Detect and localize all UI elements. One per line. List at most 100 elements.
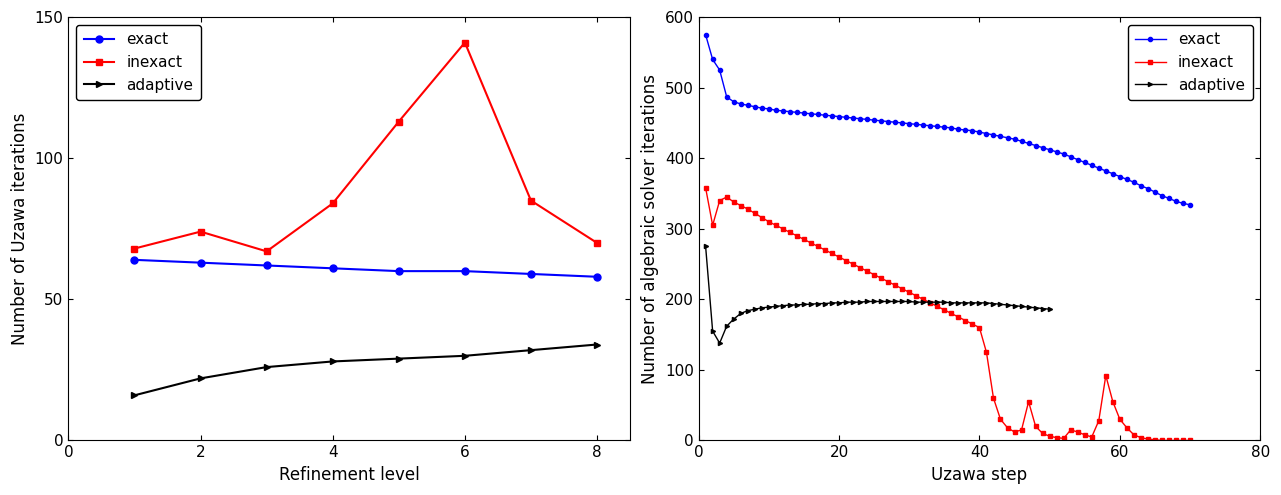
inexact <box>391 119 406 125</box>
inexact <box>523 198 538 203</box>
adaptive <box>589 342 605 347</box>
adaptive <box>908 299 924 305</box>
X-axis label: Refinement level: Refinement level <box>279 466 420 484</box>
adaptive <box>325 358 341 364</box>
adaptive <box>769 303 784 309</box>
exact <box>845 115 861 121</box>
inexact <box>698 185 714 191</box>
adaptive <box>860 298 875 304</box>
inexact <box>811 244 826 249</box>
exact <box>1182 202 1198 208</box>
adaptive <box>719 323 734 329</box>
adaptive <box>888 298 903 304</box>
inexact <box>845 261 861 267</box>
adaptive <box>789 302 804 308</box>
Legend: exact, inexact, adaptive: exact, inexact, adaptive <box>76 25 201 100</box>
adaptive <box>986 300 1002 306</box>
adaptive <box>831 300 847 306</box>
adaptive <box>457 353 473 359</box>
exact <box>259 262 274 268</box>
adaptive <box>705 328 720 334</box>
inexact <box>1112 416 1127 422</box>
adaptive <box>951 300 966 306</box>
adaptive <box>936 299 952 305</box>
exact <box>457 268 473 274</box>
Line: exact: exact <box>703 33 1193 207</box>
exact <box>824 113 839 119</box>
exact <box>811 111 826 117</box>
adaptive <box>775 303 790 309</box>
adaptive <box>852 299 867 305</box>
adaptive <box>1000 302 1016 308</box>
adaptive <box>1041 306 1057 312</box>
Line: adaptive: adaptive <box>703 245 1052 345</box>
adaptive <box>1007 303 1022 309</box>
Line: inexact: inexact <box>131 39 601 255</box>
exact <box>325 265 341 271</box>
adaptive <box>817 300 833 306</box>
adaptive <box>391 355 406 361</box>
adaptive <box>755 305 770 311</box>
adaptive <box>193 375 209 381</box>
X-axis label: Uzawa step: Uzawa step <box>931 466 1027 484</box>
Y-axis label: Number of Uzawa iterations: Number of Uzawa iterations <box>12 112 29 345</box>
Line: inexact: inexact <box>703 186 1193 443</box>
adaptive <box>783 302 798 308</box>
exact <box>965 128 980 134</box>
exact <box>1112 174 1127 180</box>
adaptive <box>824 300 839 306</box>
adaptive <box>523 347 538 353</box>
exact <box>1106 171 1121 177</box>
adaptive <box>761 304 776 310</box>
adaptive <box>712 340 728 346</box>
inexact <box>325 200 341 206</box>
adaptive <box>944 300 959 306</box>
inexact <box>127 246 142 251</box>
inexact <box>1182 438 1198 444</box>
Line: exact: exact <box>131 256 601 280</box>
adaptive <box>838 299 853 305</box>
adaptive <box>1021 304 1036 310</box>
inexact <box>457 40 473 46</box>
adaptive <box>803 301 819 307</box>
adaptive <box>811 300 826 306</box>
adaptive <box>127 393 142 398</box>
adaptive <box>874 298 889 304</box>
adaptive <box>916 299 931 305</box>
adaptive <box>880 298 895 304</box>
adaptive <box>1027 305 1043 311</box>
adaptive <box>259 364 274 370</box>
adaptive <box>972 300 988 306</box>
adaptive <box>733 310 748 316</box>
adaptive <box>922 299 938 305</box>
adaptive <box>979 300 994 306</box>
adaptive <box>726 316 742 322</box>
adaptive <box>747 306 762 312</box>
exact <box>391 268 406 274</box>
Line: adaptive: adaptive <box>131 341 601 399</box>
inexact <box>1154 438 1170 444</box>
adaptive <box>1035 305 1050 311</box>
adaptive <box>965 300 980 306</box>
exact <box>193 260 209 266</box>
adaptive <box>797 301 812 307</box>
inexact <box>1106 398 1121 404</box>
Legend: exact, inexact, adaptive: exact, inexact, adaptive <box>1127 25 1253 100</box>
adaptive <box>1013 303 1029 309</box>
adaptive <box>902 298 917 304</box>
exact <box>698 32 714 38</box>
exact <box>523 271 538 277</box>
adaptive <box>845 299 861 305</box>
inexact <box>193 229 209 235</box>
adaptive <box>698 244 714 249</box>
adaptive <box>993 301 1008 307</box>
inexact <box>259 248 274 254</box>
adaptive <box>958 300 974 306</box>
Y-axis label: Number of algebraic solver iterations: Number of algebraic solver iterations <box>642 74 660 384</box>
adaptive <box>930 299 945 305</box>
adaptive <box>894 298 910 304</box>
exact <box>127 257 142 263</box>
exact <box>589 274 605 280</box>
inexact <box>589 240 605 246</box>
inexact <box>761 219 776 225</box>
